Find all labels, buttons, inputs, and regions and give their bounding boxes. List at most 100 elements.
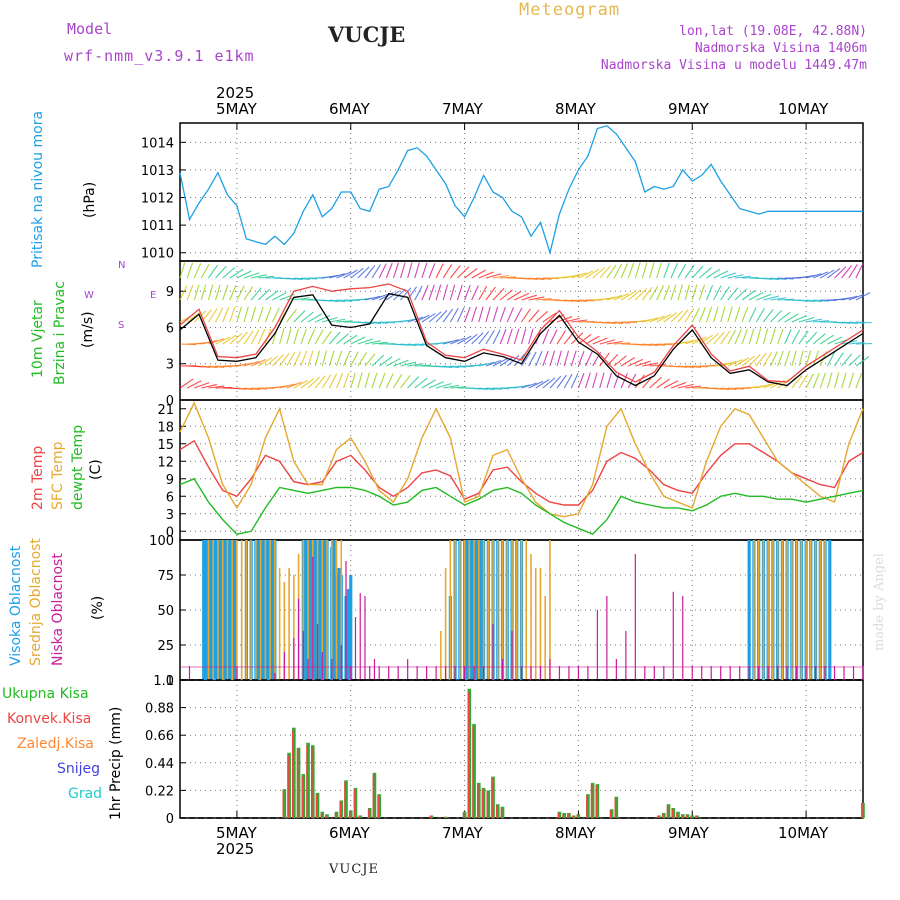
conv-rain-bar bbox=[576, 814, 579, 818]
total-rain-bar bbox=[301, 774, 306, 818]
wind-vector bbox=[520, 328, 527, 345]
wind-vector bbox=[741, 306, 749, 323]
wind-vector bbox=[350, 336, 366, 345]
cloud-label-mid: Srednja Oblacnost bbox=[28, 538, 44, 666]
wind-vector bbox=[769, 328, 776, 345]
wind-vector bbox=[684, 338, 701, 345]
wind-vector bbox=[855, 292, 871, 301]
wind-vector bbox=[186, 284, 194, 301]
wind-vector bbox=[549, 350, 556, 367]
total-rain-bar bbox=[344, 780, 348, 818]
wind-vector bbox=[194, 382, 210, 389]
mid-cloud-bar bbox=[757, 540, 760, 680]
low-cloud-bar bbox=[283, 652, 285, 680]
wind-vector bbox=[684, 284, 690, 301]
wind-vector bbox=[791, 329, 801, 345]
wind-vector bbox=[720, 387, 737, 391]
temp-dewpt-line bbox=[179, 477, 864, 536]
wind-vector bbox=[571, 272, 587, 279]
wind-vector bbox=[371, 293, 388, 301]
top-day-label: 8MAY bbox=[555, 100, 596, 118]
mid-cloud-bar bbox=[810, 540, 812, 680]
low-cloud-bar bbox=[710, 666, 712, 680]
wind-vector bbox=[435, 263, 444, 279]
wind-vector bbox=[691, 284, 698, 301]
wind-vector bbox=[613, 293, 629, 301]
wind-vector bbox=[649, 285, 659, 301]
mid-cloud-bar bbox=[302, 540, 305, 680]
high-cloud-bar bbox=[474, 540, 479, 680]
wind-vector bbox=[414, 377, 428, 389]
mid-cloud-bar bbox=[496, 540, 499, 680]
high-cloud-bar bbox=[828, 540, 832, 680]
wind-vector bbox=[336, 372, 344, 389]
conv-rain-bar bbox=[311, 747, 313, 818]
low-cloud-bar bbox=[354, 617, 357, 680]
conv-rain-bar bbox=[325, 815, 327, 818]
conv-rain-bar bbox=[301, 776, 304, 818]
wind-vector bbox=[542, 312, 557, 323]
temp-label-dewpt: dewpt Temp bbox=[70, 424, 86, 510]
wind-vector bbox=[243, 360, 260, 367]
conv-rain-bar bbox=[661, 814, 664, 818]
mid-cloud-bar bbox=[539, 568, 542, 680]
wind-vector bbox=[578, 270, 594, 279]
wind-vector bbox=[328, 350, 335, 367]
wind-vector bbox=[577, 372, 585, 389]
wind-vector bbox=[293, 328, 300, 345]
wind-vector bbox=[820, 269, 835, 279]
wind-vector bbox=[748, 328, 755, 345]
cloud-unit: (%) bbox=[90, 595, 106, 620]
wind-vector bbox=[392, 262, 399, 279]
high-cloud-bar bbox=[223, 540, 227, 680]
wind-vector bbox=[414, 285, 423, 301]
wind-vector bbox=[250, 306, 257, 323]
wind-vector bbox=[777, 328, 784, 345]
wind-vector bbox=[713, 362, 730, 367]
station-title: VUCJE bbox=[328, 22, 406, 47]
low-cloud-bar bbox=[316, 624, 319, 680]
total-rain-bar bbox=[614, 796, 619, 818]
wind-vector bbox=[492, 329, 501, 345]
low-cloud-bar bbox=[739, 666, 741, 680]
wind-vector bbox=[791, 315, 807, 323]
legend-snow: Snijeg bbox=[57, 761, 101, 777]
temp-label-2m: 2m Temp bbox=[30, 445, 46, 510]
mid-cloud-bar bbox=[800, 540, 803, 680]
wind-vector bbox=[528, 309, 540, 323]
wind-vector bbox=[257, 306, 264, 323]
wind-vector bbox=[670, 382, 687, 389]
wind-vector bbox=[556, 350, 562, 367]
wind-vector bbox=[741, 290, 756, 301]
high-cloud-bar bbox=[318, 540, 322, 680]
total-rain-bar bbox=[320, 811, 325, 818]
wind-vector bbox=[770, 351, 778, 367]
wind-vector bbox=[684, 264, 695, 279]
wind-vector bbox=[485, 359, 502, 367]
mid-cloud-bar bbox=[236, 540, 238, 680]
y-tick-label: 9 bbox=[166, 473, 174, 488]
wind-vector bbox=[770, 310, 783, 323]
low-cloud-bar bbox=[833, 666, 836, 680]
wind-vector bbox=[293, 277, 310, 281]
wind-vector bbox=[535, 297, 552, 301]
y-tick-label: 0 bbox=[166, 525, 174, 540]
conv-rain-bar bbox=[358, 815, 361, 818]
wind-vector bbox=[571, 299, 588, 302]
wind-vector bbox=[677, 263, 687, 279]
mid-cloud-bar bbox=[444, 568, 447, 680]
mid-cloud-bar bbox=[440, 631, 442, 680]
mid-cloud-bar bbox=[549, 540, 551, 680]
low-cloud-bar bbox=[293, 638, 295, 680]
conv-rain-bar bbox=[690, 815, 693, 818]
conv-rain-bar bbox=[472, 726, 474, 818]
mid-cloud-bar bbox=[269, 540, 271, 680]
wind-vector bbox=[222, 284, 229, 301]
wind-vector bbox=[478, 271, 494, 279]
mid-cloud-bar bbox=[454, 540, 456, 680]
low-cloud-bar bbox=[596, 610, 598, 680]
wind-vector bbox=[265, 355, 279, 367]
wind-vector bbox=[435, 382, 452, 389]
conv-rain-bar bbox=[680, 814, 683, 818]
wind-vector bbox=[343, 334, 358, 345]
